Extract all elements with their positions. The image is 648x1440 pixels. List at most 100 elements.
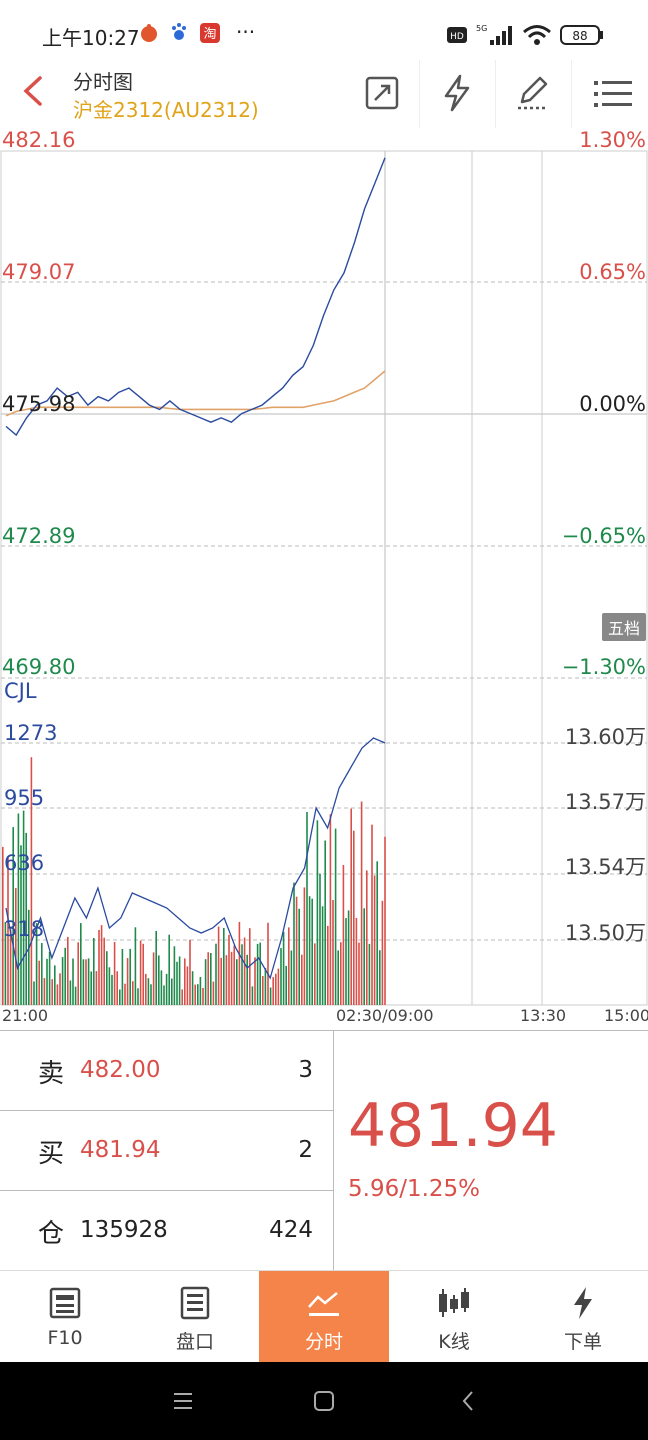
volume-bar bbox=[93, 938, 95, 1005]
volume-bar bbox=[321, 906, 324, 1005]
tab-order-book[interactable]: 盘口 bbox=[130, 1271, 260, 1363]
intraday-chart[interactable]: 482.16 479.07 475.98 472.89 469.80 1.30%… bbox=[0, 128, 648, 1028]
volume-bar bbox=[324, 840, 326, 1005]
time-label: 02:30/09:00 bbox=[336, 1006, 434, 1025]
volume-bar bbox=[301, 954, 303, 1005]
volume-bar bbox=[108, 967, 111, 1005]
header-divider bbox=[419, 60, 420, 128]
oi-label: 13.54万 bbox=[564, 855, 646, 879]
volume-bar bbox=[358, 942, 360, 1005]
volume-bar bbox=[165, 973, 168, 1005]
taobao-icon: 淘 bbox=[199, 22, 221, 49]
volume-bar bbox=[186, 966, 189, 1005]
ask-row[interactable]: 卖 482.00 3 bbox=[0, 1031, 334, 1111]
ask-label: 卖 bbox=[38, 1059, 65, 1089]
volume-bar bbox=[126, 958, 129, 1005]
volume-bar bbox=[54, 965, 56, 1005]
header-divider bbox=[495, 60, 496, 128]
volume-bar bbox=[41, 943, 43, 1005]
volume-bar bbox=[347, 910, 350, 1005]
volume-bar bbox=[212, 981, 215, 1005]
volume-bar bbox=[25, 832, 27, 1005]
last-price: 481.94 bbox=[348, 1091, 558, 1161]
volume-bar bbox=[181, 989, 183, 1005]
volume-bar bbox=[30, 757, 33, 1005]
bid-label: 买 bbox=[38, 1139, 65, 1169]
volume-bar bbox=[80, 923, 82, 1005]
volume-bar bbox=[90, 971, 92, 1005]
volume-bar bbox=[243, 937, 246, 1005]
chart-frame bbox=[0, 150, 648, 1006]
back-button[interactable] bbox=[18, 74, 54, 110]
volume-bar bbox=[4, 921, 7, 1005]
volume-bar bbox=[246, 954, 248, 1005]
draw-button[interactable] bbox=[508, 68, 558, 118]
volume-bar bbox=[220, 957, 222, 1005]
quote-panel: 卖 482.00 3 买 481.94 2 仓 135928 424 481.9… bbox=[0, 1030, 648, 1271]
volume-bar bbox=[379, 950, 381, 1005]
volume-bar bbox=[134, 927, 137, 1005]
baidu-icon bbox=[170, 22, 188, 47]
volume-bar bbox=[371, 824, 373, 1005]
tab-label: 下单 bbox=[563, 1331, 602, 1353]
volume-oi-line bbox=[5, 737, 386, 980]
volume-bar bbox=[280, 948, 282, 1005]
volume-bar bbox=[7, 856, 9, 1005]
volume-bar bbox=[28, 909, 30, 1005]
volume-bar bbox=[215, 943, 217, 1005]
oi-value: 135928 bbox=[80, 1217, 168, 1243]
fullscreen-button[interactable] bbox=[357, 68, 407, 118]
volume-bar bbox=[355, 918, 358, 1005]
five-level-button[interactable]: 五档 bbox=[601, 613, 646, 641]
volume-bar bbox=[376, 861, 378, 1005]
hd-icon: HD bbox=[447, 27, 467, 48]
volume-bar bbox=[155, 931, 157, 1005]
volume-bar bbox=[163, 985, 165, 1005]
volume-bar bbox=[210, 953, 212, 1005]
volume-bar bbox=[202, 987, 204, 1005]
status-time: 上午10:27 bbox=[42, 26, 140, 50]
ask-qty: 3 bbox=[298, 1057, 313, 1083]
volume-bar bbox=[184, 958, 186, 1005]
volume-bar bbox=[129, 948, 131, 1005]
back-nav-button[interactable] bbox=[462, 1391, 473, 1411]
volume-bar bbox=[145, 973, 147, 1005]
volume-bar bbox=[168, 934, 170, 1005]
tab-intraday[interactable]: 分时 bbox=[259, 1271, 389, 1363]
more-status-icon: ··· bbox=[236, 20, 256, 44]
expand-icon bbox=[365, 76, 399, 110]
volume-bar bbox=[319, 873, 321, 1005]
price-label-upper: 479.07 bbox=[2, 260, 76, 284]
wifi-icon bbox=[522, 24, 552, 51]
tab-kline[interactable]: K线 bbox=[389, 1271, 519, 1363]
home-button[interactable] bbox=[314, 1391, 334, 1411]
volume-bar bbox=[77, 942, 79, 1005]
volume-bar bbox=[121, 949, 124, 1005]
lightning-icon bbox=[444, 74, 470, 112]
volume-bar bbox=[311, 898, 313, 1005]
quick-order-button[interactable] bbox=[432, 68, 482, 118]
volume-bar bbox=[314, 943, 316, 1005]
app-header: 分时图 沪金2312(AU2312) bbox=[0, 60, 648, 128]
volume-bar bbox=[225, 955, 228, 1005]
volume-bar bbox=[158, 955, 160, 1005]
volume-indicator-label[interactable]: CJL bbox=[4, 679, 37, 703]
volume-bar bbox=[150, 984, 152, 1005]
volume-bar bbox=[217, 926, 220, 1005]
tab-place-order[interactable]: 下单 bbox=[518, 1271, 648, 1363]
volume-bar bbox=[35, 923, 38, 1005]
volume-bar bbox=[350, 808, 352, 1005]
volume-bar bbox=[152, 952, 155, 1005]
volume-bar bbox=[251, 986, 254, 1005]
time-label: 13:30 bbox=[520, 1006, 567, 1025]
volume-bar bbox=[147, 978, 150, 1005]
volume-bar bbox=[142, 943, 144, 1005]
recents-button[interactable] bbox=[174, 1393, 192, 1409]
bid-price: 481.94 bbox=[80, 1137, 161, 1163]
tab-f10[interactable]: F10 bbox=[0, 1271, 130, 1363]
volume-bar bbox=[56, 984, 59, 1005]
volume-bar bbox=[277, 968, 280, 1005]
bid-row[interactable]: 买 481.94 2 bbox=[0, 1111, 334, 1191]
volume-bar bbox=[298, 908, 300, 1005]
menu-button[interactable] bbox=[588, 68, 638, 118]
